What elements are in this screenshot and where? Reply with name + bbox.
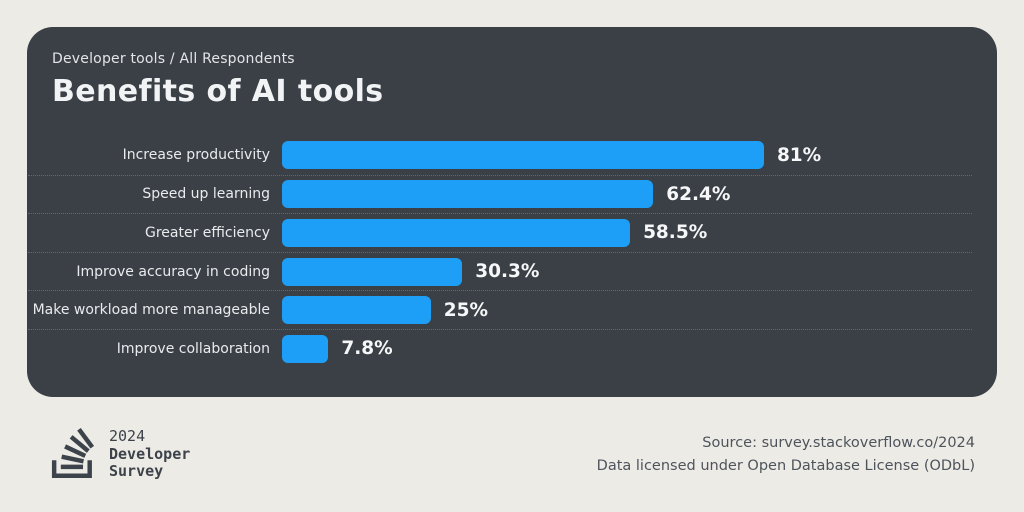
bar-area: 62.4%	[282, 180, 972, 209]
row-label: Speed up learning	[142, 186, 270, 203]
bar-area: 81%	[282, 141, 972, 170]
row-label: Improve collaboration	[116, 340, 270, 357]
chart-card: Developer tools / All Respondents Benefi…	[27, 27, 997, 397]
bar-value: 7.8%	[341, 338, 393, 360]
row-label: Greater efficiency	[144, 224, 270, 241]
survey-word-developer: Developer	[109, 444, 191, 463]
chart-row: Improve collaboration 7.8%	[28, 328, 972, 368]
bar-value: 30.3%	[475, 261, 540, 283]
survey-word-survey: Survey	[109, 462, 164, 481]
bar-area: 58.5%	[282, 218, 972, 247]
bar-value: 58.5%	[643, 222, 708, 244]
bar	[282, 180, 654, 209]
bar-area: 7.8%	[282, 334, 972, 363]
bar-chart: Increase productivity 81% Speed up learn…	[28, 136, 972, 368]
chart-row: Speed up learning 62.4%	[28, 174, 972, 214]
bar	[282, 141, 764, 170]
bar-value: 62.4%	[666, 183, 731, 205]
bar	[282, 257, 463, 286]
chart-row: Increase productivity 81%	[28, 136, 972, 175]
bar-area: 25%	[282, 296, 972, 325]
row-label: Increase productivity	[122, 147, 270, 164]
chart-subtitle: Developer tools / All Respondents	[52, 51, 295, 67]
chart-row: Greater efficiency 58.5%	[28, 213, 972, 252]
source-line: Source: survey.stackoverflow.co/2024	[702, 435, 975, 451]
license-line: Data licensed under Open Database Licens…	[596, 457, 975, 474]
footer: 2024 Developer Survey Source: survey.sta…	[0, 397, 1024, 512]
stackoverflow-icon	[48, 427, 98, 482]
row-label: Improve accuracy in coding	[76, 263, 270, 280]
chart-row: Make workload more manageable 25%	[28, 290, 972, 329]
row-label: Make workload more manageable	[32, 302, 270, 319]
source-attribution: Source: survey.stackoverflow.co/2024 Dat…	[597, 432, 975, 477]
chart-title: Benefits of AI tools	[52, 74, 384, 109]
bar-value: 81%	[776, 144, 822, 166]
bar	[282, 296, 431, 325]
survey-year: 2024	[109, 427, 146, 446]
survey-logo: 2024 Developer Survey	[48, 427, 190, 482]
bar-area: 30.3%	[282, 257, 972, 286]
chart-row: Improve accuracy in coding 30.3%	[28, 251, 972, 291]
survey-logo-text: 2024 Developer Survey	[109, 428, 190, 481]
bar	[282, 218, 631, 247]
bar-value: 25%	[443, 299, 489, 321]
bar	[282, 334, 329, 363]
